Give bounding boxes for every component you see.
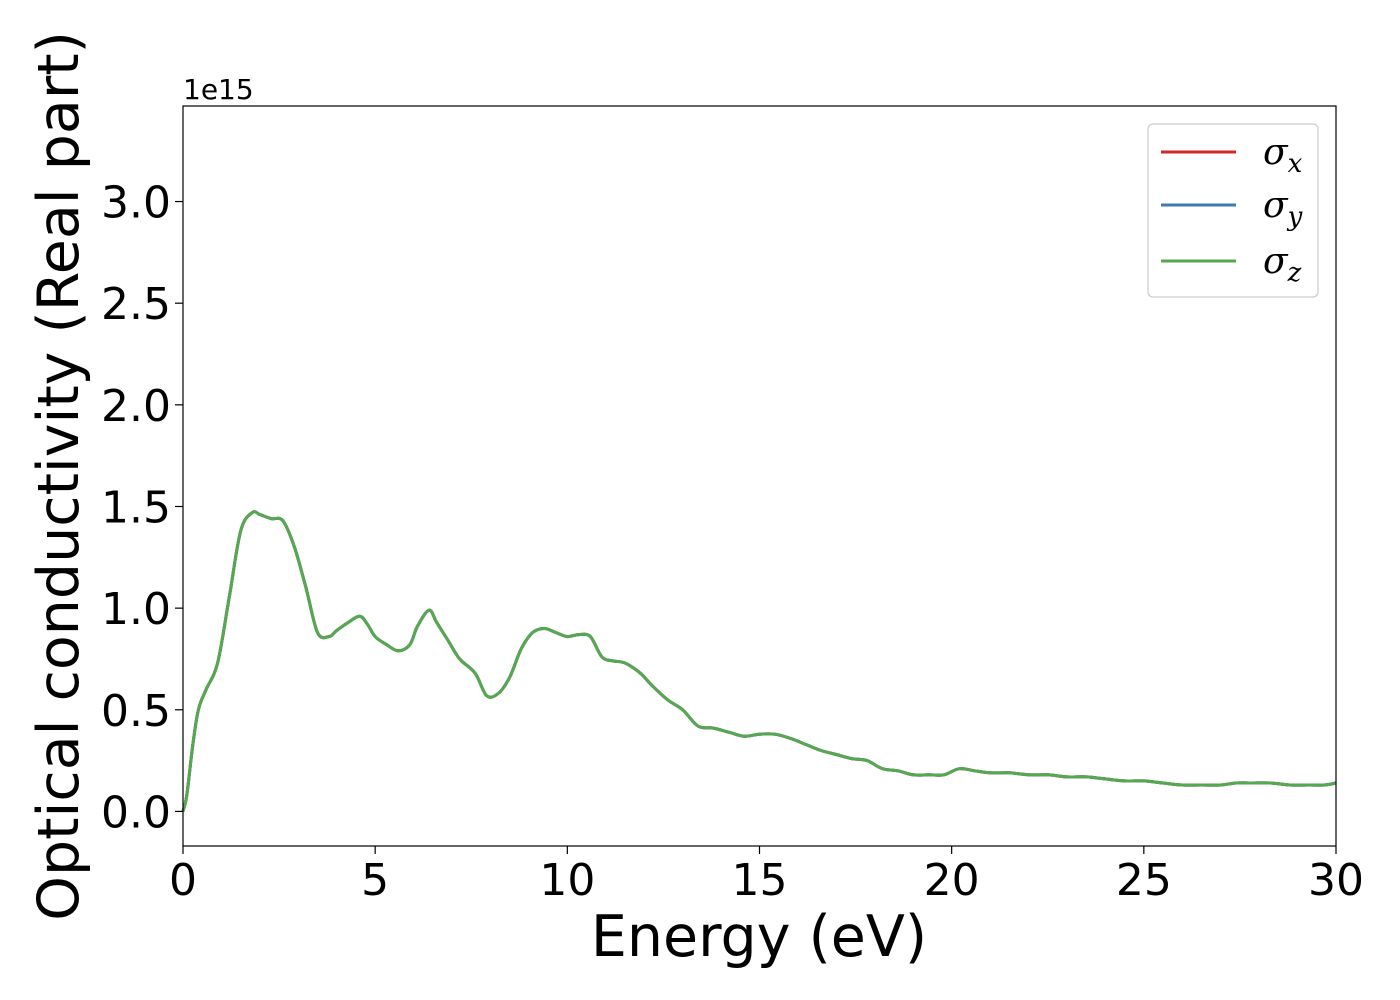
x-tick-label: 0 [169,855,197,906]
legend: σx σy σz [1147,123,1319,298]
y-tick-label: 2.0 [101,381,171,432]
legend-items: σx σy σz [1161,132,1303,288]
y-tick-label: 1.0 [101,584,171,635]
y-axis-title: Optical conductivity (Real part) [26,31,92,921]
legend-frame [1147,123,1319,298]
x-tick-label: 5 [361,855,389,906]
y-axis-ticks: 0.0 0.5 1.0 1.5 2.0 2.5 3.0 [101,178,183,838]
y-tick-label: 2.5 [101,279,171,330]
legend-label: σz [1263,241,1302,288]
x-axis-title: Energy (eV) [591,904,927,970]
y-tick-label: 3.0 [101,178,171,229]
y-offset-label: 1e15 [183,73,254,106]
legend-label: σx [1263,132,1303,179]
y-tick-label: 0.0 [101,787,171,838]
x-tick-label: 10 [539,855,595,906]
series-layer [181,510,1337,812]
y-tick-label: 1.5 [101,482,171,533]
x-tick-label: 15 [732,855,788,906]
y-tick-label: 0.5 [101,686,171,737]
x-tick-label: 20 [924,855,980,906]
series-line [181,510,1337,812]
x-tick-label: 30 [1308,855,1364,906]
x-axis-ticks: 0 5 10 15 20 25 30 [169,846,1364,906]
x-tick-label: 25 [1116,855,1172,906]
legend-label: σy [1263,185,1303,232]
plot-area-background [183,106,1336,846]
